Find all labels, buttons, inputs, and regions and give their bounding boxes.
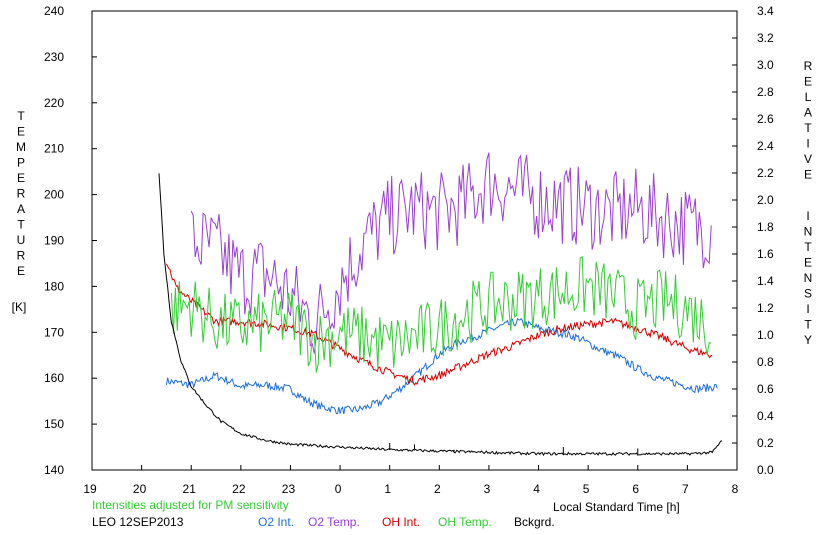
left-tick-label: 150 bbox=[44, 417, 64, 431]
left-axis-letter: E bbox=[17, 264, 25, 278]
right-axis-letter: T bbox=[804, 318, 812, 332]
x-tick-label: 6 bbox=[632, 482, 639, 496]
left-tick-label: 190 bbox=[44, 234, 64, 248]
right-axis-letter: N bbox=[804, 225, 813, 239]
right-axis-letter: I bbox=[806, 209, 809, 223]
left-axis-letter: T bbox=[17, 109, 25, 123]
left-axis-unit: [K] bbox=[12, 300, 27, 314]
left-tick-label: 160 bbox=[44, 371, 64, 385]
right-axis-letter: E bbox=[804, 256, 812, 270]
left-tick-label: 240 bbox=[44, 4, 64, 18]
legend-o2-temp: O2 Temp. bbox=[308, 515, 360, 529]
legend-bckgrd: Bckgrd. bbox=[514, 515, 555, 529]
x-tick-label: 3 bbox=[484, 482, 491, 496]
legend-oh-temp: OH Temp. bbox=[438, 515, 492, 529]
right-tick-label: 3.2 bbox=[757, 31, 774, 45]
left-tick-label: 220 bbox=[44, 96, 64, 110]
right-tick-label: 1.0 bbox=[757, 328, 774, 342]
right-axis-letter: I bbox=[806, 302, 809, 316]
right-tick-label: 2.8 bbox=[757, 85, 774, 99]
right-axis-letter: I bbox=[806, 137, 809, 151]
plot-frame bbox=[91, 10, 738, 471]
legend-oh-int: OH Int. bbox=[382, 515, 421, 529]
right-axis-letter: E bbox=[804, 168, 812, 182]
x-tick-label: 5 bbox=[583, 482, 590, 496]
left-axis-letter: P bbox=[17, 156, 25, 170]
right-axis-letter: V bbox=[804, 152, 812, 166]
right-tick-label: 3.0 bbox=[757, 58, 774, 72]
x-axis-label: Local Standard Time [h] bbox=[553, 500, 680, 514]
left-axis-letter: U bbox=[17, 233, 26, 247]
right-tick-label: 2.0 bbox=[757, 193, 774, 207]
x-tick-label: 8 bbox=[732, 482, 739, 496]
left-tick-label: 170 bbox=[44, 325, 64, 339]
note-text: Intensities adjusted for PM sensitivity bbox=[92, 498, 289, 512]
x-tick-label: 2 bbox=[434, 482, 441, 496]
left-tick-label: 230 bbox=[44, 50, 64, 64]
right-axis-letter: T bbox=[804, 240, 812, 254]
right-tick-label: 1.2 bbox=[757, 301, 774, 315]
series-bckgrd-line bbox=[158, 173, 723, 457]
x-tick-label: 4 bbox=[533, 482, 540, 496]
left-axis-letter: M bbox=[16, 140, 26, 154]
right-tick-label: 2.2 bbox=[757, 166, 774, 180]
right-tick-label: 1.6 bbox=[757, 247, 774, 261]
right-tick-label: 2.4 bbox=[757, 139, 774, 153]
series-o2-temp-line bbox=[190, 152, 712, 354]
x-axis-ticks: 19 20 21 22 23 0 1 2 3 4 5 6 7 8 bbox=[83, 465, 739, 496]
right-axis-letter: T bbox=[804, 121, 812, 135]
right-tick-label: 0.8 bbox=[757, 355, 774, 369]
right-axis-letter: A bbox=[804, 106, 812, 120]
left-tick-label: 200 bbox=[44, 188, 64, 202]
left-axis-letter: R bbox=[17, 187, 26, 201]
left-axis-letter: T bbox=[17, 218, 25, 232]
x-tick-label: 23 bbox=[282, 482, 296, 496]
x-tick-label: 20 bbox=[133, 482, 147, 496]
x-tick-label: 1 bbox=[384, 482, 391, 496]
left-axis-letter: A bbox=[17, 202, 25, 216]
series-oh-int-line bbox=[165, 263, 713, 386]
left-tick-label: 180 bbox=[44, 279, 64, 293]
left-tick-label: 210 bbox=[44, 142, 64, 156]
left-axis-letter: R bbox=[17, 249, 26, 263]
right-axis-letter: N bbox=[804, 271, 813, 285]
x-tick-label: 0 bbox=[335, 482, 342, 496]
right-tick-label: 1.4 bbox=[757, 274, 774, 288]
right-axis-letter: R bbox=[804, 59, 813, 73]
right-tick-label: 3.4 bbox=[757, 4, 774, 18]
right-tick-label: 0.6 bbox=[757, 382, 774, 396]
left-axis-letter: E bbox=[17, 125, 25, 139]
right-tick-label: 0.2 bbox=[757, 436, 774, 450]
right-axis-letter: S bbox=[804, 287, 812, 301]
right-axis-letter: L bbox=[805, 90, 812, 104]
left-tick-label: 140 bbox=[44, 463, 64, 477]
right-axis-ticks: 0.0 0.2 0.4 0.6 0.8 1.0 1.2 1.4 1.6 1.8 2.0 2.2 2.4 2… bbox=[732, 4, 774, 477]
left-axis-letter: E bbox=[17, 171, 25, 185]
series-layer bbox=[158, 152, 723, 457]
legend-o2-int: O2 Int. bbox=[258, 515, 295, 529]
right-tick-label: 1.8 bbox=[757, 220, 774, 234]
right-tick-label: 0.0 bbox=[757, 463, 774, 477]
left-axis-ticks: 140 150 160 170 180 190 200 210 220 230 240 bbox=[44, 4, 97, 477]
x-tick-label: 22 bbox=[232, 482, 246, 496]
right-axis-letter: Y bbox=[804, 333, 812, 347]
x-tick-label: 19 bbox=[83, 482, 97, 496]
x-tick-label: 7 bbox=[682, 482, 689, 496]
right-tick-label: 0.4 bbox=[757, 409, 774, 423]
station-label: LEO 12SEP2013 bbox=[92, 515, 184, 529]
series-oh-temp-line bbox=[170, 255, 712, 373]
right-axis-letter: E bbox=[804, 75, 812, 89]
series-o2-int-line bbox=[165, 317, 718, 415]
x-tick-label: 21 bbox=[183, 482, 197, 496]
right-tick-label: 2.6 bbox=[757, 112, 774, 126]
